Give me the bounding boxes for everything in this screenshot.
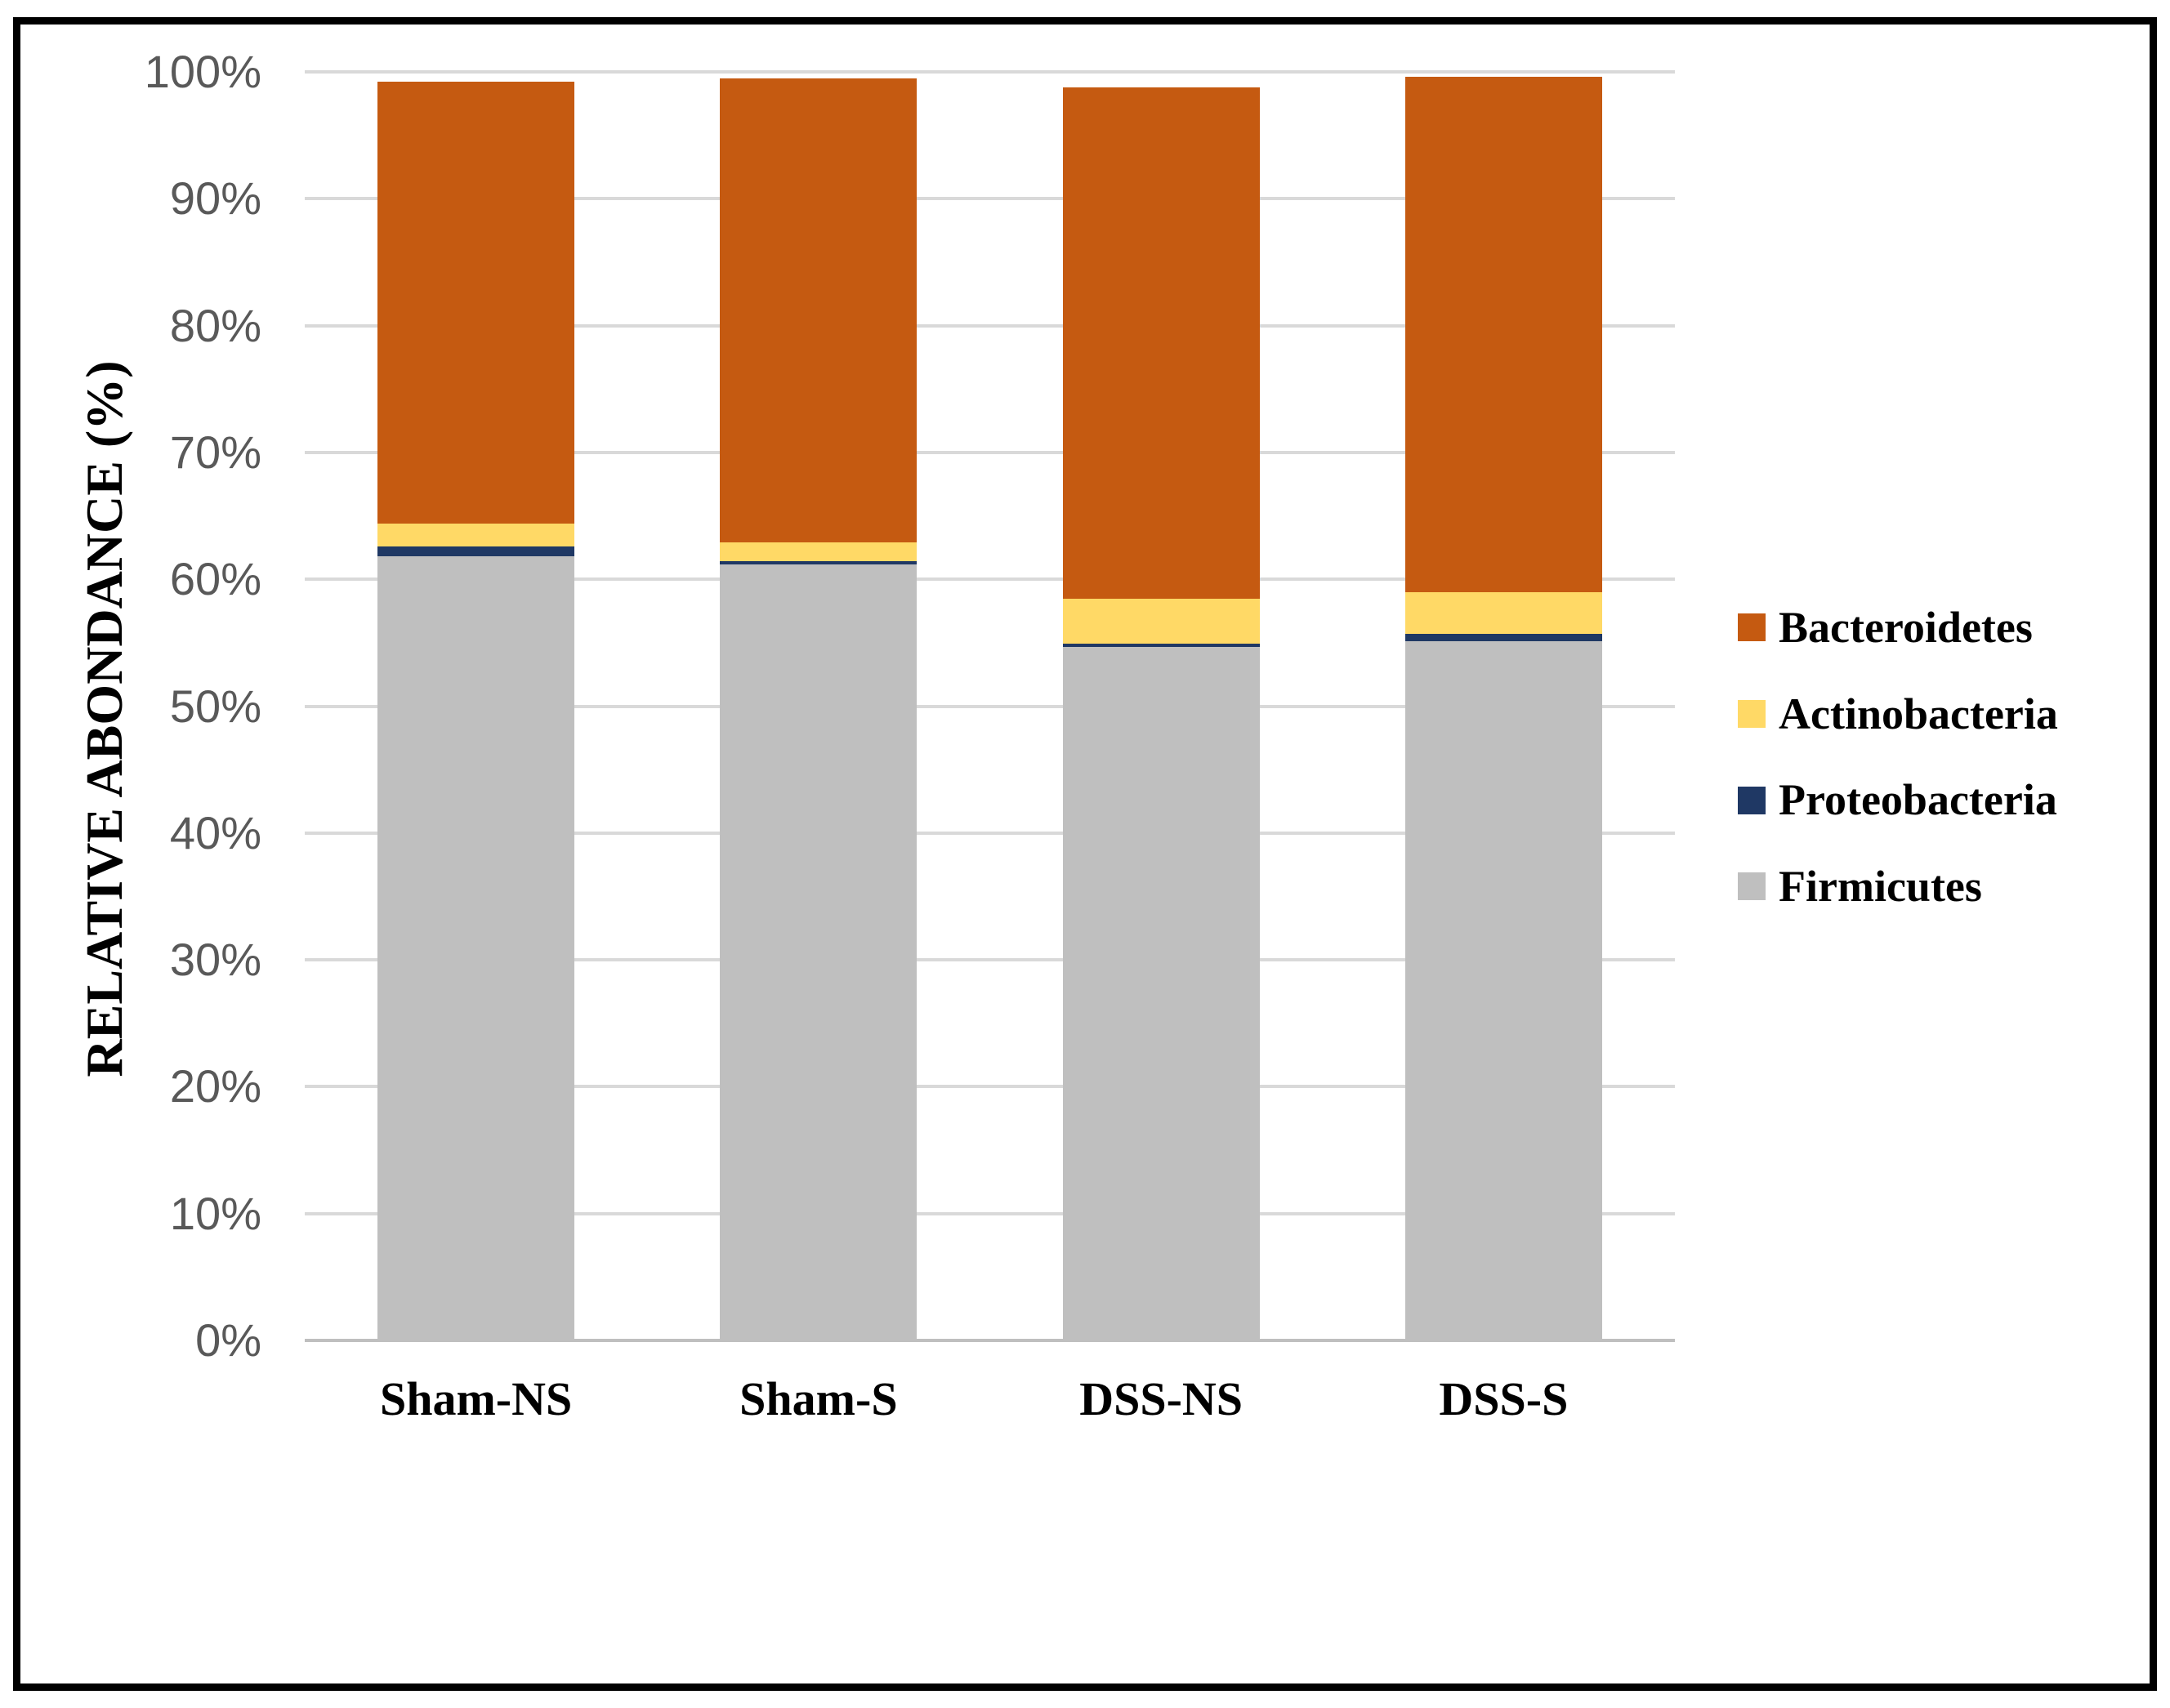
gridline-50 xyxy=(305,704,1675,708)
y-tick-label-80: 80% xyxy=(169,299,261,351)
bar-segment-dss-ns-actinobacteria xyxy=(1062,598,1260,644)
bar-sham-ns xyxy=(377,72,575,1340)
gridline-80 xyxy=(305,323,1675,328)
bar-segment-dss-ns-bacteroidetes xyxy=(1062,87,1260,599)
bar-segment-sham-ns-bacteroidetes xyxy=(377,82,575,524)
y-tick-label-40: 40% xyxy=(169,806,261,858)
legend-item-actinobacteria: Actinobacteria xyxy=(1738,689,2058,738)
category-label-sham-ns: Sham-NS xyxy=(379,1372,573,1425)
bar-segment-sham-ns-firmicutes xyxy=(377,556,575,1340)
bar-segment-sham-ns-proteobacteria xyxy=(377,546,575,557)
bar-segment-dss-ns-firmicutes xyxy=(1062,646,1260,1340)
category-label-sham-s: Sham-S xyxy=(739,1372,898,1425)
legend-item-bacteroidetes: Bacteroidetes xyxy=(1738,604,2058,651)
gridline-70 xyxy=(305,450,1675,454)
legend-item-proteobacteria: Proteobacteria xyxy=(1738,777,2058,823)
bar-dss-ns xyxy=(1062,72,1260,1340)
bar-segment-dss-s-actinobacteria xyxy=(1404,591,1602,634)
y-tick-label-50: 50% xyxy=(169,680,261,732)
chart-frame-border xyxy=(13,17,2157,1691)
gridline-60 xyxy=(305,578,1675,582)
bar-segment-sham-s-firmicutes xyxy=(720,564,918,1340)
bar-segment-sham-s-bacteroidetes xyxy=(720,78,918,543)
y-tick-label-30: 30% xyxy=(169,934,261,986)
gridline-10 xyxy=(305,1211,1675,1215)
bar-segment-dss-s-bacteroidetes xyxy=(1404,77,1602,592)
gridline-90 xyxy=(305,197,1675,201)
legend-swatch-bacteroidetes xyxy=(1738,613,1766,642)
legend-swatch-actinobacteria xyxy=(1738,700,1766,729)
y-tick-label-100: 100% xyxy=(144,46,261,97)
legend: Bacteroidetes Actinobacteria Proteobacteri… xyxy=(1738,604,2058,910)
y-tick-label-60: 60% xyxy=(169,553,261,605)
category-label-dss-s: DSS-S xyxy=(1439,1372,1569,1425)
bar-segment-dss-s-firmicutes xyxy=(1404,641,1602,1340)
y-tick-label-0: 0% xyxy=(195,1314,261,1366)
gridline-30 xyxy=(305,958,1675,962)
y-tick-label-20: 20% xyxy=(169,1060,261,1113)
legend-swatch-firmicutes xyxy=(1738,872,1766,901)
bar-segment-sham-s-proteobacteria xyxy=(720,561,918,564)
legend-swatch-proteobacteria xyxy=(1738,786,1766,814)
legend-label-bacteroidetes: Bacteroidetes xyxy=(1779,603,2033,652)
x-axis-line xyxy=(305,1339,1675,1342)
legend-label-firmicutes: Firmicutes xyxy=(1779,862,1982,912)
legend-label-proteobacteria: Proteobacteria xyxy=(1779,775,2057,825)
bar-segment-sham-ns-actinobacteria xyxy=(377,523,575,546)
plot-area xyxy=(305,70,1675,1342)
category-label-dss-ns: DSS-NS xyxy=(1079,1372,1244,1425)
y-tick-label-70: 70% xyxy=(169,426,261,478)
y-tick-label-90: 90% xyxy=(169,172,261,225)
bar-segment-sham-s-actinobacteria xyxy=(720,542,918,562)
bar-segment-dss-s-proteobacteria xyxy=(1404,634,1602,642)
bar-segment-dss-ns-proteobacteria xyxy=(1062,644,1260,647)
legend-label-actinobacteria: Actinobacteria xyxy=(1779,689,2058,738)
bar-dss-s xyxy=(1404,72,1602,1340)
gridline-20 xyxy=(305,1085,1675,1089)
gridline-40 xyxy=(305,831,1675,835)
legend-item-firmicutes: Firmicutes xyxy=(1738,863,2058,910)
gridline-100 xyxy=(305,70,1675,74)
bar-sham-s xyxy=(720,72,918,1340)
y-tick-label-10: 10% xyxy=(169,1187,261,1239)
